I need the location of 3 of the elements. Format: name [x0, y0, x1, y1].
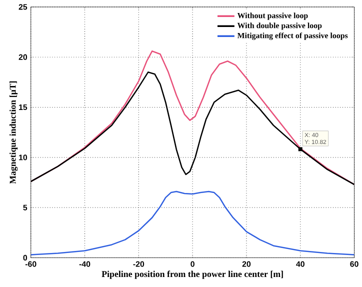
line-series [30, 191, 354, 256]
x-axis-title: Pipeline position from the power line center [m] [102, 270, 283, 280]
y-axis-title: Magnetique induction [μT] [10, 82, 18, 184]
